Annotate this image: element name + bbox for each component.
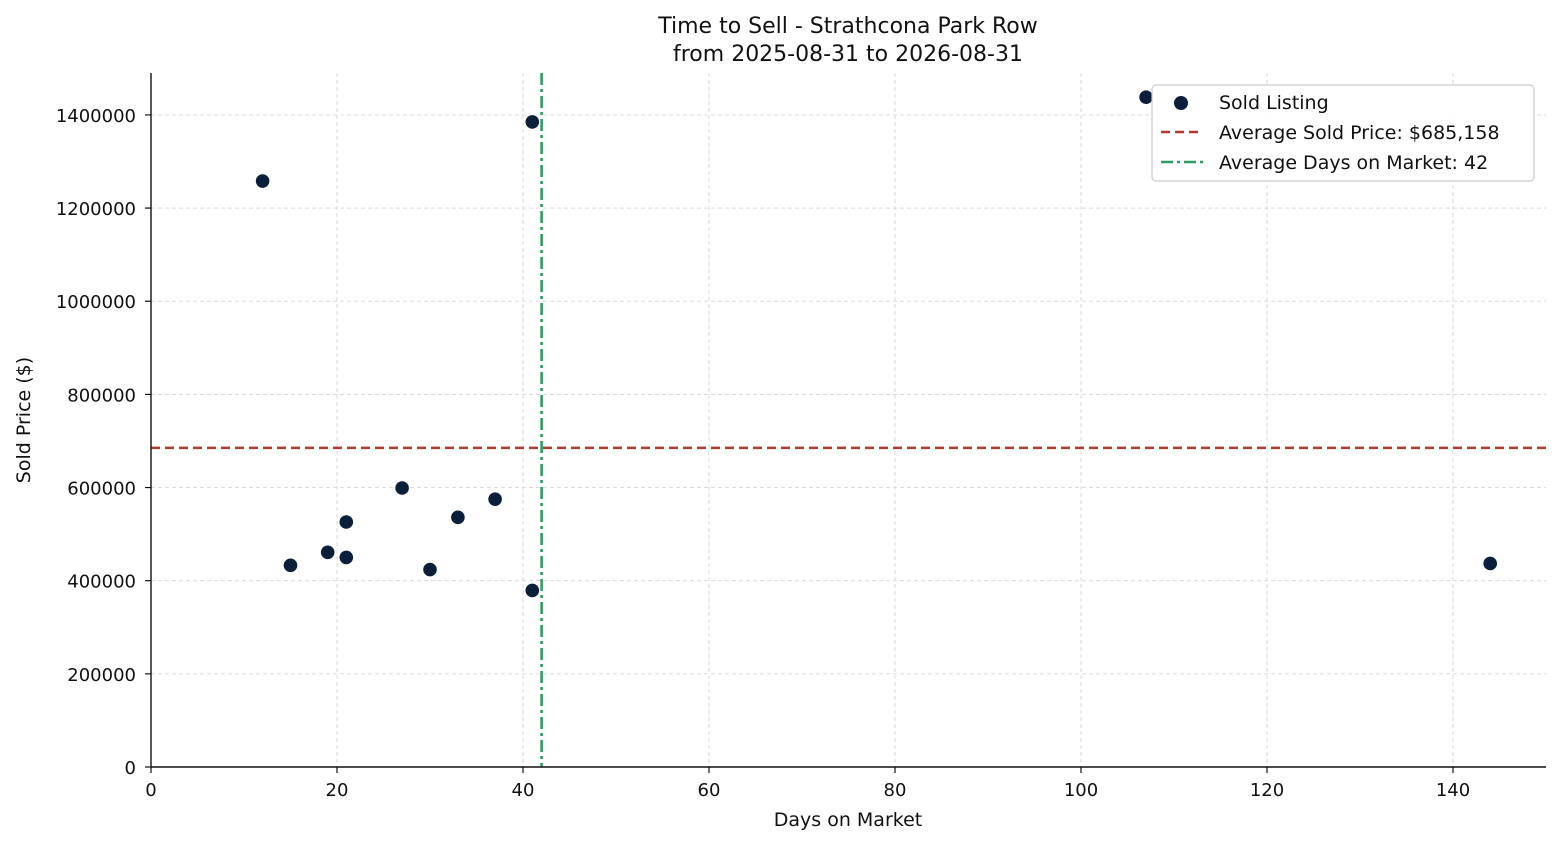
x-tick-label: 120 [1250, 780, 1284, 801]
sold-listing-point [255, 173, 271, 189]
y-tick-label: 400000 [67, 572, 136, 593]
x-tick-label: 80 [884, 780, 907, 801]
sold-listing-point [1138, 89, 1154, 105]
sold-listing-point [422, 561, 438, 578]
data-points [255, 89, 1498, 599]
axes [145, 73, 1546, 773]
reference-lines [151, 73, 1546, 767]
sold-listing-point [487, 491, 503, 507]
tick-labels: 0 20 40 60 80 100 120 140 0 200000 400000 600000 800… [56, 106, 1470, 801]
sold-listing-point [338, 514, 354, 530]
x-tick-label: 20 [326, 780, 349, 801]
x-tick-label: 60 [698, 780, 721, 801]
legend-label-average-days: Average Days on Market: 42 [1219, 152, 1488, 174]
sold-listing-point [1482, 555, 1498, 572]
y-tick-label: 1400000 [56, 106, 136, 127]
x-tick-label: 140 [1436, 780, 1470, 801]
y-tick-label: 1000000 [56, 292, 136, 313]
x-tick-label: 40 [512, 780, 535, 801]
y-tick-label: 800000 [67, 385, 136, 406]
chart-subtitle: from 2025-08-31 to 2026-08-31 [673, 42, 1023, 67]
chart-title: Time to Sell - Strathcona Park Row [657, 14, 1038, 39]
y-tick-label: 200000 [67, 665, 136, 686]
x-tick-label: 100 [1064, 780, 1098, 801]
y-tick-label: 600000 [67, 479, 136, 500]
y-tick-label: 1200000 [56, 199, 136, 220]
sold-listing-point [320, 544, 336, 560]
sold-listing-point [282, 557, 299, 573]
legend-label-average-price: Average Sold Price: $685,158 [1219, 122, 1500, 144]
sold-listing-point [450, 509, 466, 525]
sold-listing-point [524, 114, 540, 130]
x-axis-label: Days on Market [774, 809, 922, 831]
y-tick-label: 0 [125, 758, 136, 779]
sold-listing-point [394, 480, 410, 496]
legend-marker-sold-listing [1174, 96, 1188, 110]
legend-box [1151, 84, 1535, 182]
x-tick-label: 0 [145, 780, 156, 801]
sold-listing-point [524, 582, 540, 599]
legend-label-sold-listing: Sold Listing [1219, 92, 1329, 114]
legend: Sold Listing Average Sold Price: $685,15… [1151, 84, 1535, 182]
sold-listing-point [338, 549, 354, 566]
y-axis-label: Sold Price ($) [13, 357, 35, 483]
